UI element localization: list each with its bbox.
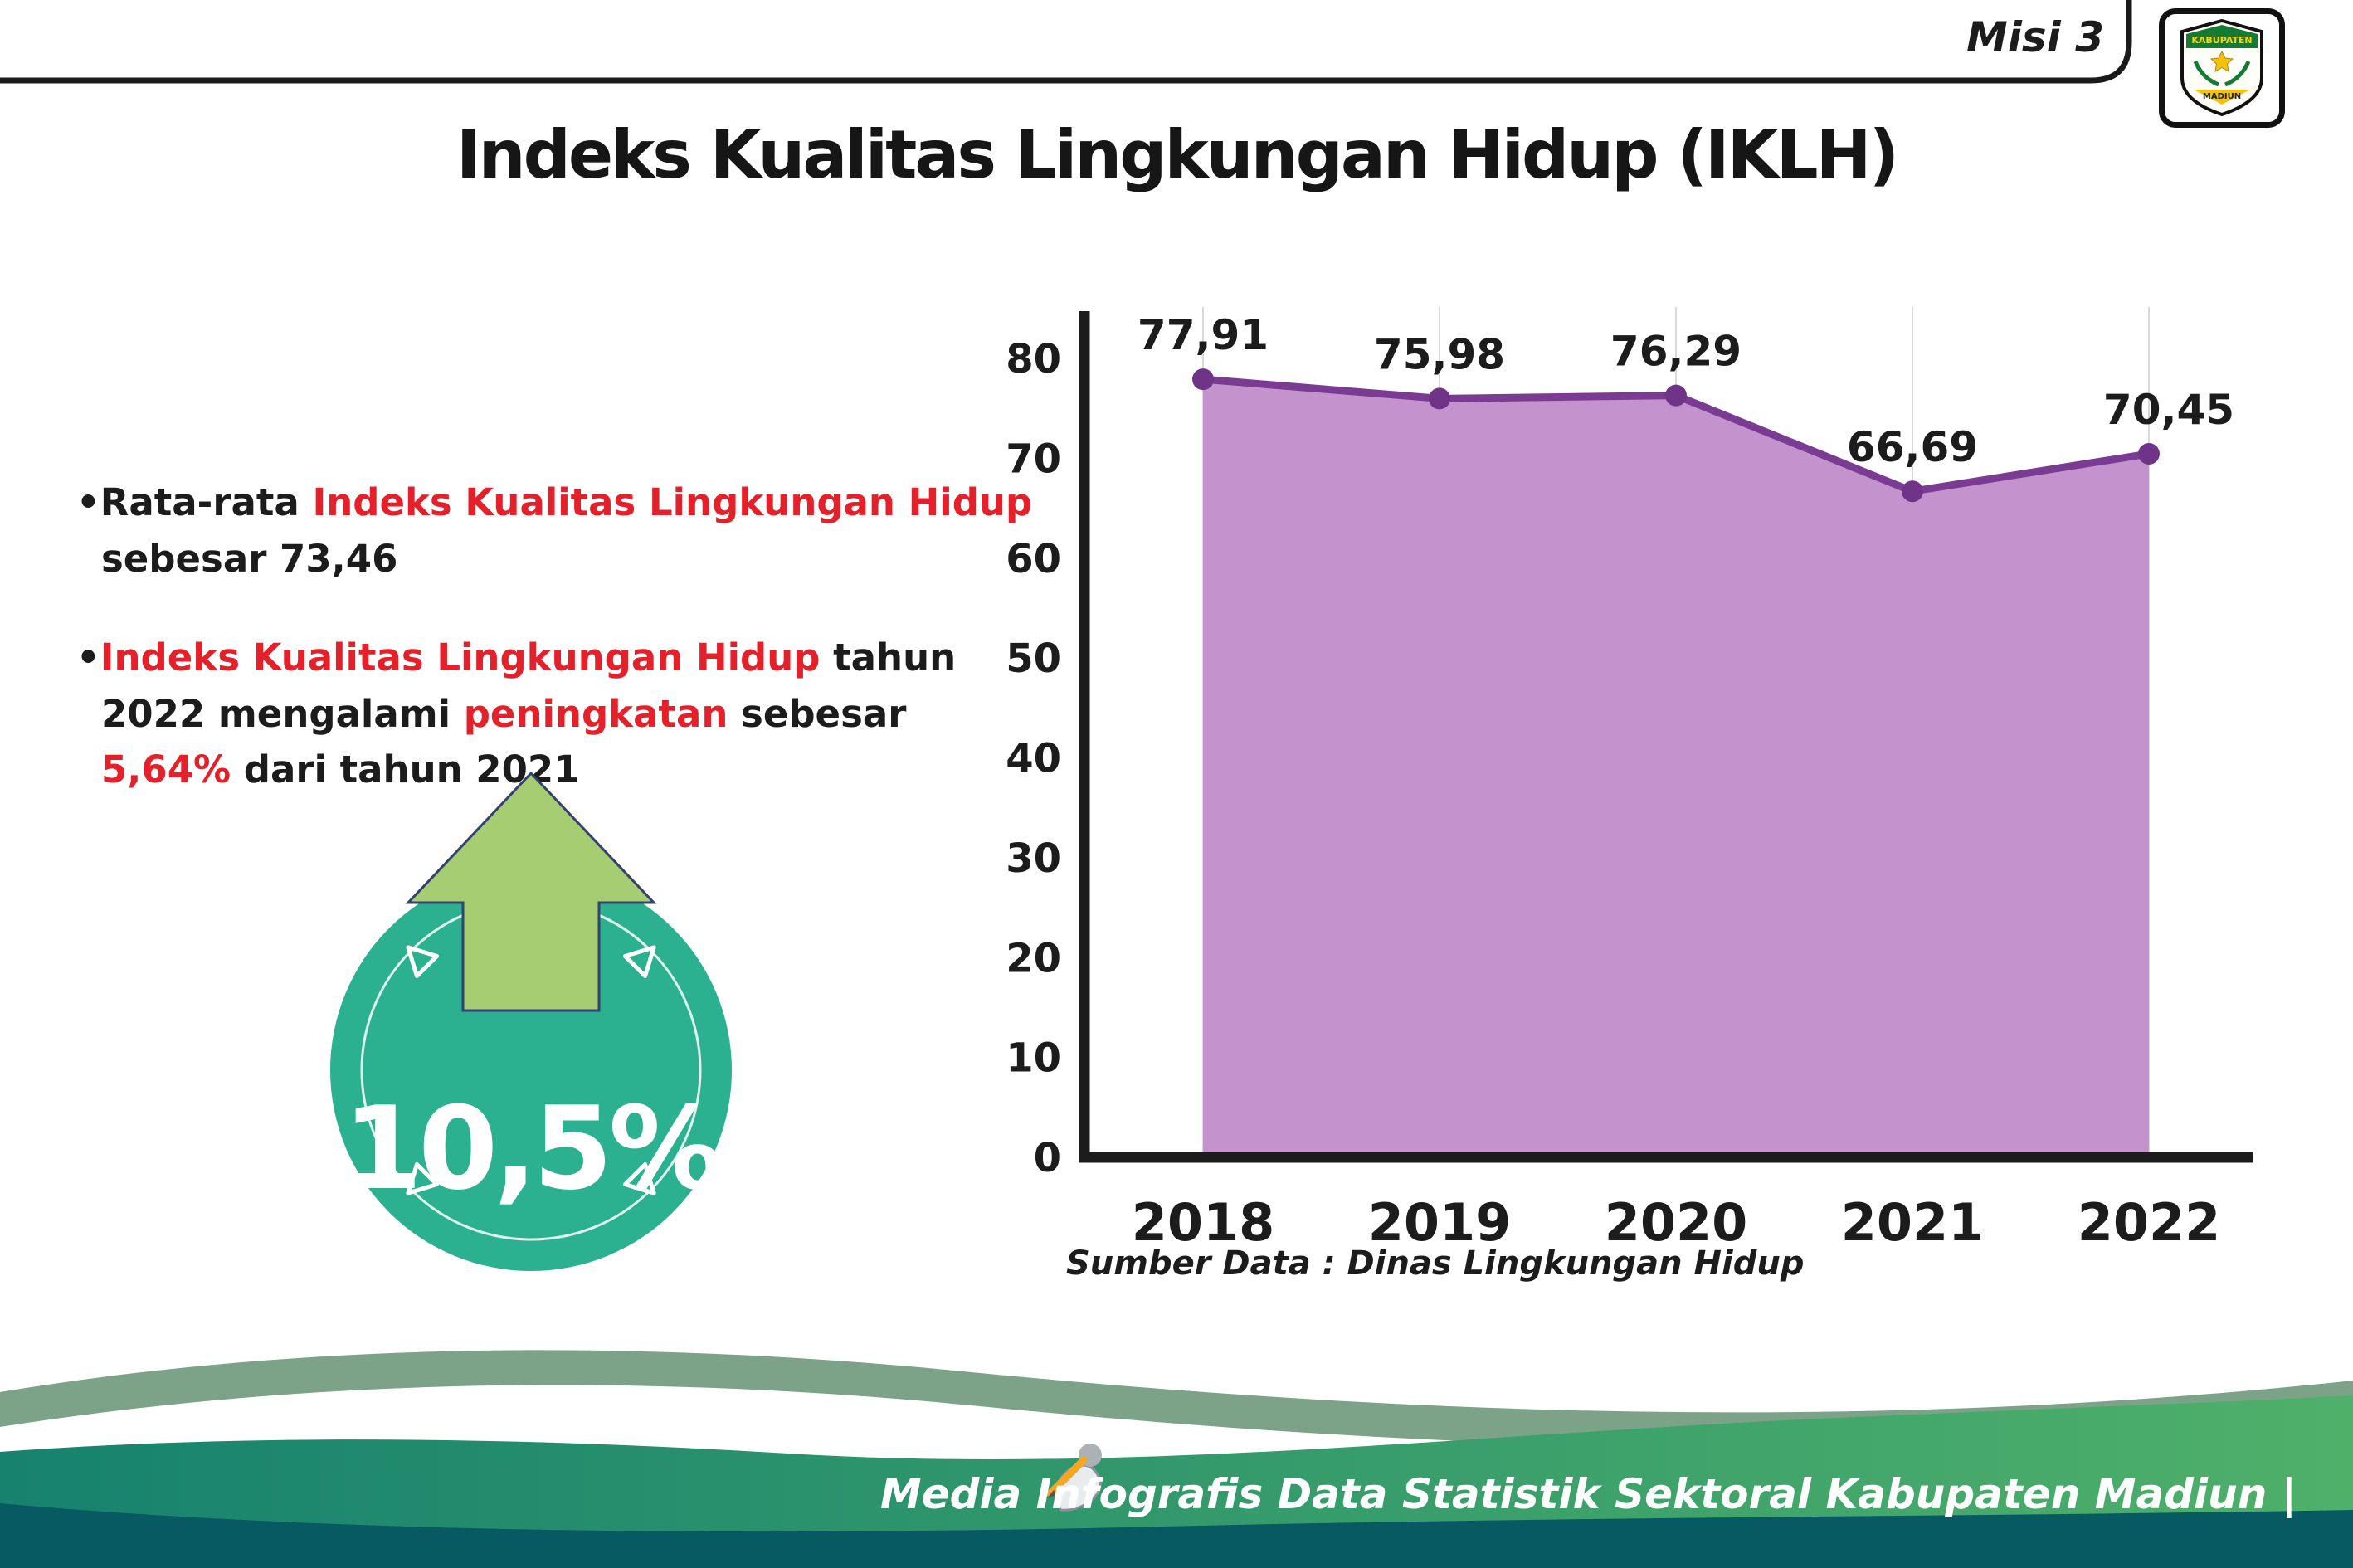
bullet-average-iklh: •Rata-rata Indeks Kualitas Lingkungan Hi… — [76, 475, 1047, 587]
chart-area — [1203, 379, 2149, 1157]
bullet-marker: • — [76, 480, 100, 524]
logo-bottom-text: MADIUN — [2203, 92, 2241, 101]
bullet1-text: Rata-rata — [100, 480, 313, 524]
badge-tick-icon — [406, 1161, 440, 1195]
y-tick-label: 10 — [1006, 1035, 1061, 1082]
bullet1-text-2: sebesar 73,46 — [101, 536, 398, 581]
y-tick-label: 20 — [1006, 935, 1061, 981]
badge-tick-icon — [622, 1161, 656, 1195]
y-tick-label: 70 — [1006, 436, 1061, 482]
kabupaten-madiun-crest-icon: KABUPATEN MADIUN — [2180, 18, 2263, 117]
x-tick-label: 2022 — [2078, 1192, 2221, 1253]
y-tick-label: 80 — [1006, 336, 1061, 382]
badge-tick-icon — [406, 945, 440, 979]
iklh-area-chart: 77,91 75,98 76,29 66,69 70,45 0 10 20 30 40 50 60 70… — [1006, 307, 2253, 1253]
chart-point — [1192, 368, 1214, 391]
x-tick-label: 2019 — [1368, 1192, 1512, 1253]
badge-circle — [330, 869, 732, 1271]
y-tick-label: 0 — [1034, 1135, 1061, 1181]
bullet2-text-1: tahun 2022 mengalami — [101, 635, 957, 736]
page-title: Indeks Kualitas Lingkungan Hidup (IKLH) — [455, 116, 1899, 193]
mascot-icon — [1046, 1444, 1102, 1512]
growth-value: 10,5% — [343, 1082, 719, 1215]
bullet2-highlight-3: 5,64% — [101, 747, 231, 791]
bullet2-highlight-1: Indeks Kualitas Lingkungan Hidup — [100, 635, 821, 679]
bullet2-highlight-2: peningkatan — [463, 691, 728, 736]
up-arrow-icon — [405, 771, 657, 1012]
bullet-increase-iklh: •Indeks Kualitas Lingkungan Hidup tahun … — [76, 630, 1047, 798]
chart-point — [1902, 480, 1923, 503]
x-tick-label: 2020 — [1605, 1192, 1748, 1253]
footer-credit: Media Infografis Data Statistik Sektoral… — [879, 1470, 2297, 1518]
chart-point — [1665, 384, 1687, 407]
growth-badge: 10,5% — [330, 771, 732, 1271]
x-tick-label: 2018 — [1132, 1192, 1275, 1253]
data-source-note: Sumber Data : Dinas Lingkungan Hidup — [1066, 1244, 1805, 1283]
chart-value-label: 75,98 — [1374, 330, 1505, 378]
logo-top-text: KABUPATEN — [2191, 35, 2252, 46]
chart-value-label: 77,91 — [1138, 311, 1269, 359]
bullet2-text-2: sebesar — [728, 691, 907, 736]
key-points: •Rata-rata Indeks Kualitas Lingkungan Hi… — [76, 475, 1047, 798]
footer-wave-teal — [0, 1503, 2353, 1568]
misi-label: Misi 3 — [1966, 13, 2104, 61]
kabupaten-madiun-logo: KABUPATEN MADIUN — [2159, 8, 2285, 128]
chart-value-label: 70,45 — [2103, 386, 2234, 434]
chart-point — [1429, 387, 1450, 410]
y-tick-label: 60 — [1006, 536, 1061, 582]
y-tick-label: 30 — [1006, 835, 1061, 882]
bullet1-highlight: Indeks Kualitas Lingkungan Hidup — [312, 480, 1033, 524]
bullet-marker: • — [76, 635, 100, 679]
chart-value-label: 76,29 — [1610, 328, 1742, 376]
chart-point — [2138, 442, 2160, 465]
x-tick-label: 2021 — [1841, 1192, 1985, 1253]
chart-value-label: 66,69 — [1847, 423, 1978, 471]
y-tick-label: 40 — [1006, 736, 1061, 782]
footer-waves — [0, 1350, 2353, 1568]
badge-tick-icon — [622, 945, 656, 979]
top-rule — [0, 0, 2132, 84]
y-tick-label: 50 — [1006, 635, 1061, 682]
